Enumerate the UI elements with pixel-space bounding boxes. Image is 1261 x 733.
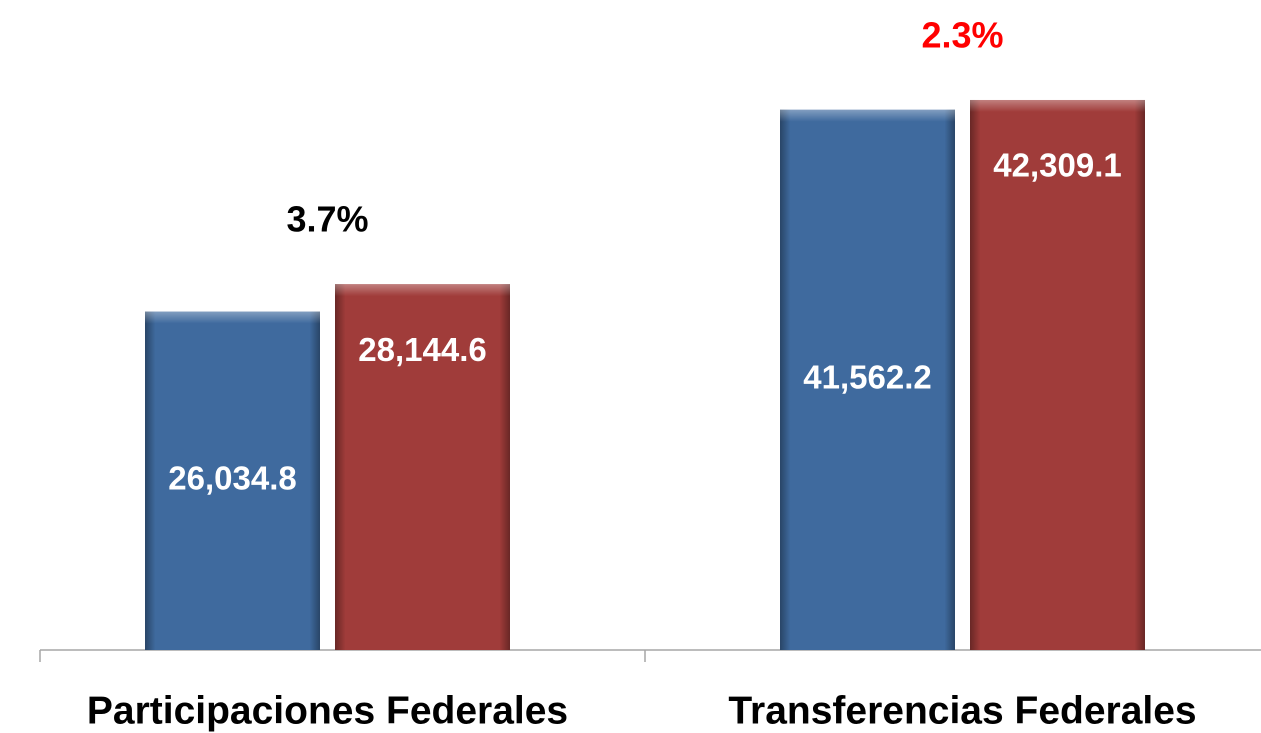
bar-highlight <box>335 284 510 297</box>
value-label: 42,309.1 <box>993 147 1121 184</box>
value-label: 41,562.2 <box>803 359 931 396</box>
annotation: 3.7% <box>286 199 368 240</box>
value-label: 26,034.8 <box>168 459 296 496</box>
bar-highlight <box>780 109 955 122</box>
x-tick-label: Participaciones Federales <box>87 689 568 732</box>
x-tick-label: Transferencias Federales <box>728 689 1196 732</box>
value-label: 28,144.6 <box>358 331 486 368</box>
bar-highlight <box>970 99 1145 112</box>
bar-highlight <box>145 311 320 324</box>
annotation: 2.3% <box>921 14 1003 55</box>
